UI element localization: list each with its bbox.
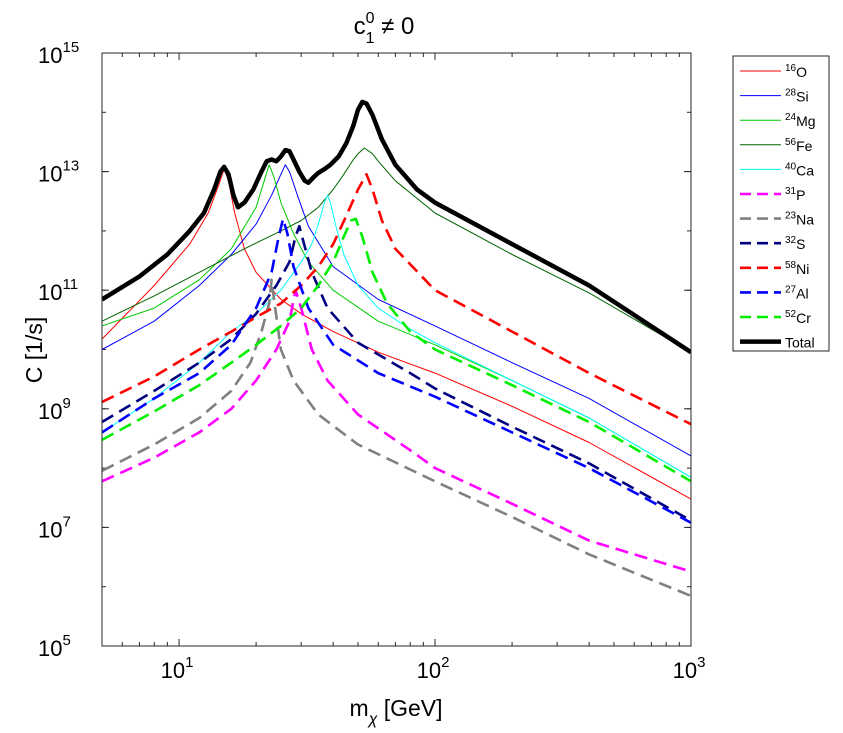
y-tick-label: 105	[38, 632, 71, 661]
legend-mass: 28	[785, 88, 797, 99]
legend-mass: 32	[785, 235, 797, 246]
x-tick-labels: 101 102 103	[161, 654, 706, 683]
legend-box	[732, 55, 830, 352]
legend-name: Na	[796, 212, 814, 228]
legend-mass: 23	[785, 211, 797, 222]
legend-label-cr: 52Cr	[785, 309, 811, 326]
x-axis-label: mχ [GeV]	[349, 695, 442, 728]
y-tick-exp: 11	[62, 276, 78, 293]
series-line-total	[102, 99, 691, 355]
y-tick-base: 10	[38, 280, 62, 305]
xlabel-rest: [GeV]	[377, 695, 442, 721]
y-tick-base: 10	[38, 162, 62, 187]
chart-title: c0 1 ≠ 0	[354, 10, 415, 47]
legend-name: O	[796, 64, 807, 80]
legend-label-ca: 40Ca	[785, 161, 814, 178]
x-tick-base: 10	[161, 658, 185, 683]
y-tick-base: 10	[38, 636, 62, 661]
title-rest: ≠ 0	[374, 13, 414, 40]
legend-name: Al	[796, 285, 808, 301]
legend-label-p: 31P	[785, 186, 805, 203]
legend-label-na: 23Na	[785, 211, 814, 228]
x-tick-label: 103	[673, 654, 706, 683]
y-tick-base: 10	[38, 43, 62, 68]
x-tick-base: 10	[673, 658, 697, 683]
x-tick-label: 102	[417, 654, 450, 683]
y-tick-base: 10	[38, 517, 62, 542]
x-tick-exp: 1	[185, 654, 193, 671]
y-tick-label: 1013	[38, 158, 79, 187]
legend-name: Si	[796, 89, 808, 105]
series-line-al	[102, 217, 691, 524]
title-sup: 0	[366, 10, 375, 27]
series-line-s	[102, 224, 691, 522]
legend-label-total: Total	[785, 335, 815, 351]
major-ticks	[102, 52, 692, 647]
xlabel-sub: χ	[367, 711, 378, 728]
title-sub: 1	[366, 30, 375, 47]
series-line-cr	[102, 217, 691, 483]
legend-label-o: 16O	[785, 63, 807, 80]
legend-items: 16O28Si24Mg56Fe40Ca31P23Na32S58Ni27Al52C…	[740, 63, 816, 351]
series-line-ni	[102, 173, 691, 426]
plot-area	[101, 52, 692, 647]
legend-name: Cr	[796, 310, 811, 326]
series-line-na	[102, 278, 691, 598]
y-tick-exp: 9	[62, 395, 70, 412]
legend-mass: 58	[785, 260, 797, 271]
legend-name: Ni	[796, 261, 809, 277]
x-tick-exp: 2	[441, 654, 449, 671]
legend-label-al: 27Al	[785, 284, 809, 301]
series-line-p	[102, 288, 691, 573]
x-tick-base: 10	[417, 658, 441, 683]
y-tick-exp: 5	[62, 632, 70, 649]
series-group	[102, 99, 691, 598]
legend-mass: 52	[785, 309, 797, 320]
series-line-mg	[102, 164, 691, 478]
legend-name: Ca	[796, 162, 814, 178]
y-tick-base: 10	[38, 399, 62, 424]
legend-mass: 56	[785, 137, 797, 148]
y-tick-label: 1015	[38, 39, 79, 68]
y-tick-exp: 15	[62, 39, 79, 56]
series-line-fe	[102, 147, 691, 353]
series-line-si	[102, 164, 691, 457]
y-tick-exp: 13	[62, 158, 79, 175]
legend-mass: 31	[785, 186, 797, 197]
y-tick-label: 107	[38, 513, 71, 542]
axes-box	[101, 52, 692, 647]
xlabel-base: m	[349, 695, 368, 721]
series-line-o	[102, 168, 691, 500]
axes-background	[102, 53, 691, 646]
legend-mass: 40	[785, 161, 797, 172]
legend-name: Mg	[796, 113, 815, 129]
legend-label-mg: 24Mg	[785, 112, 816, 129]
legend-name: Fe	[796, 138, 813, 154]
y-tick-label: 1011	[38, 276, 78, 305]
x-tick-label: 101	[161, 654, 194, 683]
legend-name: P	[796, 187, 805, 203]
title-base: c	[354, 13, 366, 40]
series-line-ca	[102, 194, 691, 478]
legend-mass: 24	[785, 112, 797, 123]
legend-label-s: 32S	[785, 235, 805, 252]
legend-mass: 27	[785, 284, 797, 295]
y-axis-label: C [1/s]	[21, 317, 47, 383]
legend-label-ni: 58Ni	[785, 260, 809, 277]
legend-label-fe: 56Fe	[785, 137, 813, 154]
legend-name: S	[796, 236, 805, 252]
legend: 16O28Si24Mg56Fe40Ca31P23Na32S58Ni27Al52C…	[732, 55, 830, 352]
y-tick-label: 109	[38, 395, 71, 424]
legend-label-si: 28Si	[785, 88, 809, 105]
x-tick-exp: 3	[697, 654, 705, 671]
legend-name: Total	[785, 335, 815, 351]
y-tick-exp: 7	[62, 513, 70, 530]
legend-mass: 16	[785, 63, 797, 74]
